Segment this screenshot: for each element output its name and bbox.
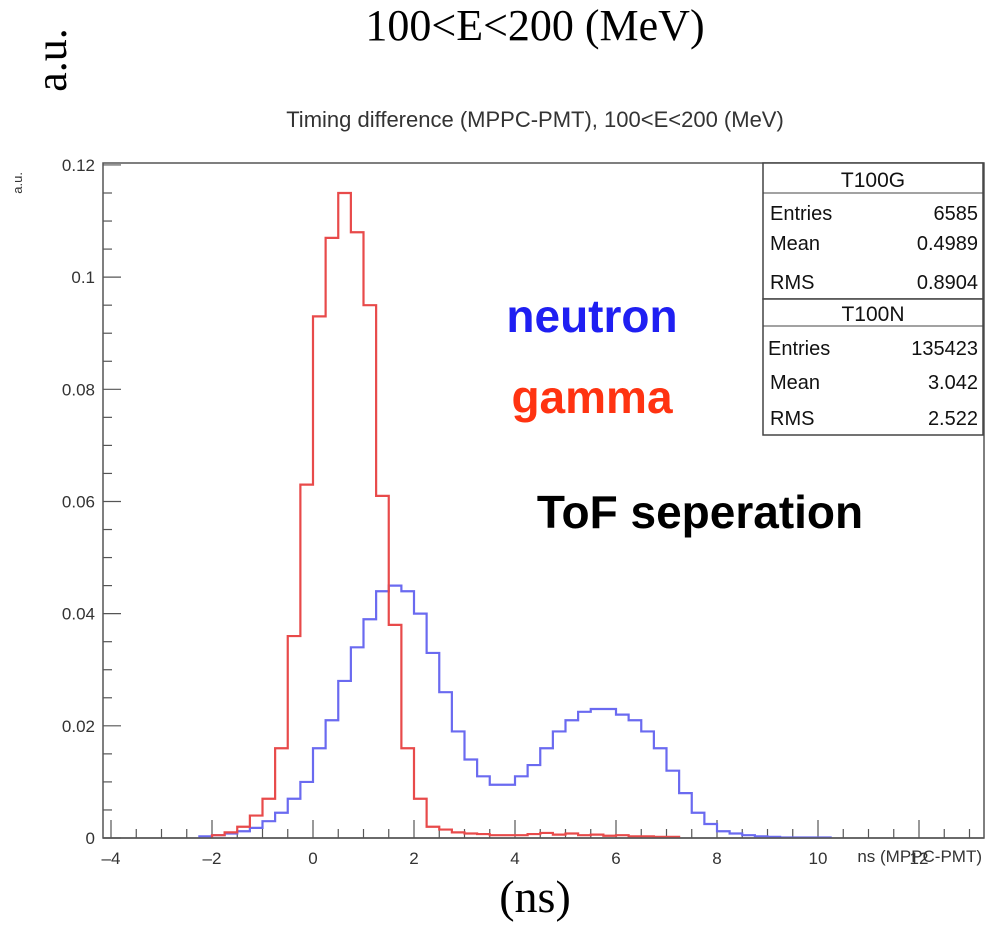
outer-title: 100<E<200 (MeV) [365, 1, 704, 50]
neutron-annotation: neutron [506, 290, 677, 342]
x-tick-label: 10 [809, 849, 828, 868]
stats-value: 3.042 [928, 372, 978, 394]
stats-title: T100G [841, 169, 905, 192]
x-tick-label: –4 [102, 849, 121, 868]
histogram-t100n [198, 584, 832, 839]
stats-label: Entries [768, 338, 830, 360]
stats-value: 135423 [911, 338, 978, 360]
histogram-series [103, 191, 984, 839]
stats-value: 6585 [934, 203, 979, 225]
stats-value: 2.522 [928, 408, 978, 430]
y-tick-label: 0.1 [71, 268, 95, 287]
stats-value: 0.4989 [917, 233, 978, 255]
outer-x-label: (ns) [499, 871, 571, 922]
y-tick-label: 0 [86, 829, 95, 848]
stats-label: RMS [770, 408, 814, 430]
y-tick-label: 0.08 [62, 380, 95, 399]
y-tick-label: 0.02 [62, 717, 95, 736]
x-tick-label: 4 [510, 849, 519, 868]
x-tick-label: –2 [203, 849, 222, 868]
tof-separation-annotation: ToF seperation [537, 486, 863, 538]
histogram-t100g [210, 191, 681, 838]
stats-value: 0.8904 [917, 272, 978, 294]
inner-y-label: a.u. [10, 172, 25, 194]
y-tick-label: 0.04 [62, 605, 95, 624]
outer-y-label: a.u. [27, 28, 76, 92]
axis-ticks: –4–20246810121400.020.040.060.080.10.12 [62, 156, 971, 868]
stats-label: Mean [770, 372, 820, 394]
stats-label: RMS [770, 272, 814, 294]
stats-label: Mean [770, 233, 820, 255]
stats-label: Entries [770, 203, 832, 225]
y-tick-label: 0.12 [62, 156, 95, 175]
stats-box-t100n: T100N Entries 135423 Mean 3.042 RMS 2.52… [762, 298, 984, 436]
x-tick-label: 2 [409, 849, 418, 868]
x-tick-label: 12 [910, 849, 929, 868]
y-tick-label: 0.06 [62, 492, 95, 511]
x-tick-label: 8 [712, 849, 721, 868]
stats-title: T100N [841, 303, 904, 326]
x-tick-label: 0 [308, 849, 317, 868]
inner-x-label: ns (MPPC-PMT) [857, 847, 982, 866]
stats-box-t100g: T100G Entries 6585 Mean 0.4989 RMS 0.890… [762, 162, 984, 300]
x-tick-label: 6 [611, 849, 620, 868]
plot-title: Timing difference (MPPC-PMT), 100<E<200 … [286, 107, 784, 132]
gamma-annotation: gamma [511, 371, 672, 423]
